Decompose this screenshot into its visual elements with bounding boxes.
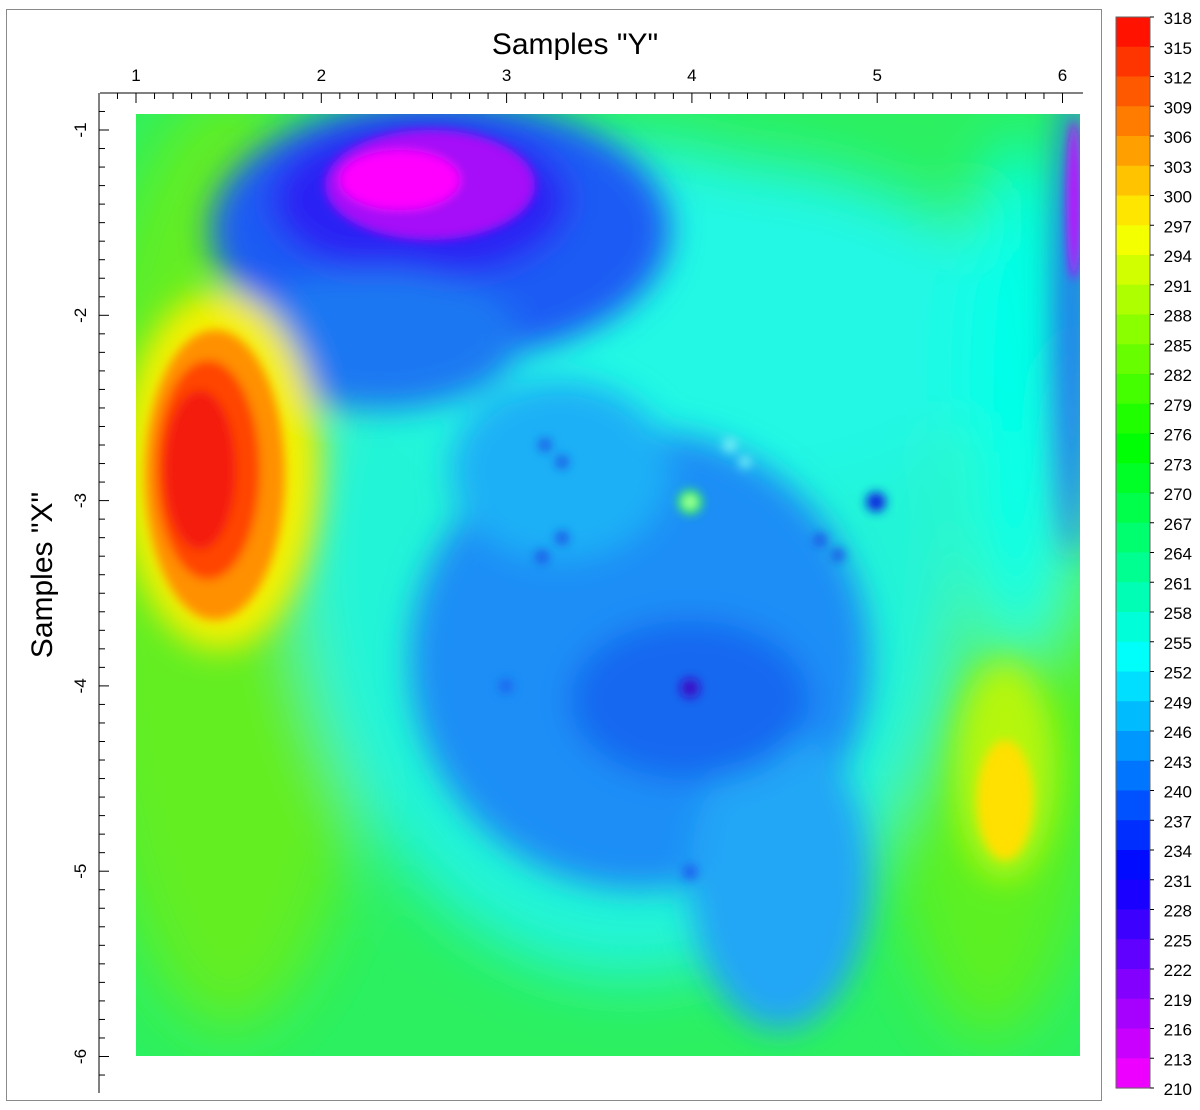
colorbar-band	[1116, 374, 1150, 405]
colorbar-label: 213	[1164, 1050, 1192, 1069]
colorbar-label: 210	[1164, 1080, 1192, 1099]
colorbar-band	[1116, 403, 1150, 435]
x-tick-label: 6	[1058, 66, 1067, 85]
axes: 1 2 3 4 5 6 -1 -2 -3 -4 -5 -6	[71, 66, 1083, 1093]
colorbar-band	[1116, 344, 1150, 375]
x-axis-title: Samples "Y"	[492, 28, 658, 61]
colorbar-label: 312	[1164, 69, 1192, 88]
colorbar-label: 228	[1164, 902, 1192, 921]
x-tick-label: 4	[687, 66, 696, 85]
y-tick-label: -6	[71, 1049, 90, 1064]
colorbar-band	[1116, 731, 1150, 762]
colorbar-label: 303	[1164, 158, 1192, 177]
colorbar-label: 273	[1164, 455, 1192, 474]
colorbar-band	[1116, 850, 1150, 881]
colorbar-band	[1116, 106, 1150, 137]
x-tick-label: 5	[872, 66, 881, 85]
y-tick-label: -4	[71, 678, 90, 693]
colorbar-band	[1116, 790, 1150, 821]
colorbar-label: 306	[1164, 128, 1192, 147]
colorbar-band	[1116, 165, 1150, 197]
colorbar-band	[1116, 76, 1150, 107]
colorbar-band	[1116, 701, 1150, 732]
colorbar-band	[1116, 582, 1150, 613]
colorbar-label: 258	[1164, 604, 1192, 623]
colorbar-band	[1116, 612, 1150, 643]
colorbar-band	[1116, 760, 1150, 792]
colorbar-band	[1116, 17, 1150, 48]
colorbar-band	[1116, 195, 1150, 226]
y-tick-label: -5	[71, 864, 90, 879]
colorbar-band	[1116, 969, 1150, 1000]
colorbar-label: 291	[1164, 277, 1192, 296]
colorbar-label: 249	[1164, 693, 1192, 712]
colorbar-band	[1116, 671, 1150, 702]
colorbar-label: 234	[1164, 842, 1192, 861]
colorbar-label: 294	[1164, 247, 1192, 266]
colorbar-band	[1116, 939, 1150, 970]
colorbar-label: 252	[1164, 664, 1192, 683]
colorbar-label: 231	[1164, 872, 1192, 891]
colorbar-label: 222	[1164, 961, 1192, 980]
chart-frame	[6, 9, 1102, 1101]
y-axis-title: Samples "X"	[26, 492, 59, 658]
colorbar-label: 318	[1164, 9, 1192, 28]
colorbar-band	[1116, 314, 1150, 345]
heatmap-surface	[136, 114, 1080, 1056]
colorbar-label: 264	[1164, 545, 1192, 564]
y-tick-label: -3	[71, 493, 90, 508]
colorbar-band	[1116, 136, 1150, 167]
x-tick-label: 3	[502, 66, 511, 85]
colorbar-label: 246	[1164, 723, 1192, 742]
colorbar-label: 309	[1164, 98, 1192, 117]
colorbar-label: 261	[1164, 574, 1192, 593]
colorbar-band	[1116, 493, 1150, 524]
colorbar-label: 225	[1164, 931, 1192, 950]
colorbar-band	[1116, 641, 1150, 673]
y-tick-label: -2	[71, 308, 90, 323]
colorbar-label: 237	[1164, 812, 1192, 831]
colorbar-band	[1116, 433, 1150, 464]
colorbar-band	[1116, 909, 1150, 940]
colorbar-label: 279	[1164, 396, 1192, 415]
colorbar-band	[1116, 522, 1150, 554]
colorbar-label: 282	[1164, 366, 1192, 385]
colorbar-band	[1116, 998, 1150, 1030]
colorbar-label: 267	[1164, 515, 1192, 534]
x-tick-label: 1	[131, 66, 140, 85]
x-tick-label: 2	[317, 66, 326, 85]
colorbar-band	[1116, 284, 1150, 316]
colorbar-label: 216	[1164, 1021, 1192, 1040]
colorbar-band	[1116, 1058, 1150, 1089]
colorbar-band	[1116, 255, 1150, 286]
colorbar-band	[1116, 225, 1150, 256]
colorbar-label: 270	[1164, 485, 1192, 504]
colorbar-label: 219	[1164, 991, 1192, 1010]
colorbar-band	[1116, 46, 1150, 78]
colorbar-label: 297	[1164, 217, 1192, 236]
colorbar-label: 255	[1164, 634, 1192, 653]
colorbar-label: 315	[1164, 39, 1192, 58]
y-tick-label: -1	[71, 122, 90, 137]
colorbar-band	[1116, 879, 1150, 911]
colorbar-label: 288	[1164, 307, 1192, 326]
colorbar-band	[1116, 820, 1150, 851]
colorbar-band	[1116, 1028, 1150, 1059]
colorbar-label: 276	[1164, 426, 1192, 445]
colorbar-band	[1116, 463, 1150, 494]
colorbar-label: 285	[1164, 336, 1192, 355]
colorbar-label: 243	[1164, 753, 1192, 772]
colorbar-label: 300	[1164, 188, 1192, 207]
colorbar-band	[1116, 552, 1150, 583]
colorbar: 318 315 312 309 306 303 300 297 294 291 288 285 282 2…	[1115, 9, 1192, 1099]
colorbar-label: 240	[1164, 783, 1192, 802]
